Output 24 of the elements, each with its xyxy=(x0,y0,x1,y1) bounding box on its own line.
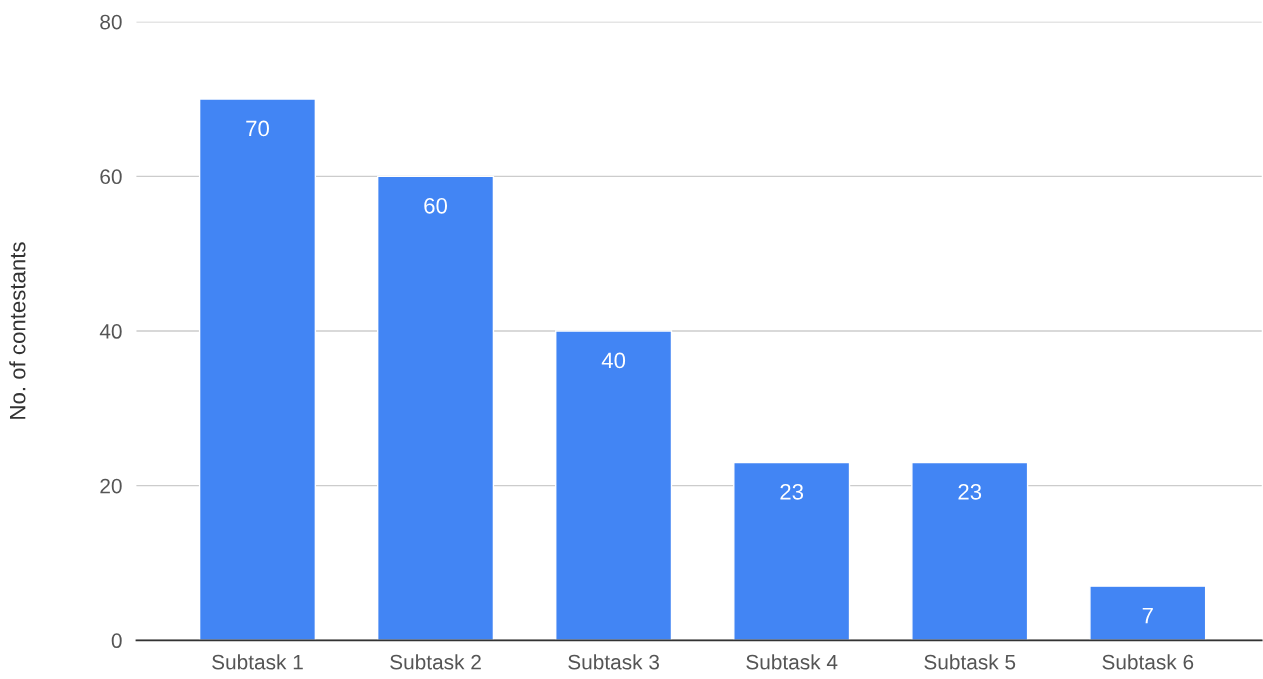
x-tick-label: Subtask 1 xyxy=(212,654,303,670)
y-tick-label: 0 xyxy=(111,633,122,649)
bar xyxy=(555,330,673,641)
y-axis-title: No. of contestants xyxy=(9,242,26,419)
bar xyxy=(1089,585,1207,641)
y-tick-label: 60 xyxy=(100,169,122,185)
x-tick-label: Subtask 2 xyxy=(390,654,481,670)
bar xyxy=(198,98,317,641)
y-tick-label: 40 xyxy=(99,324,122,339)
data-label: 23 xyxy=(780,484,804,500)
x-tick-label: Subtask 4 xyxy=(746,654,838,670)
data-label: 70 xyxy=(246,120,269,137)
data-label: 7 xyxy=(1142,607,1153,624)
bar xyxy=(733,461,851,641)
bar xyxy=(911,461,1029,641)
x-tick-label: Subtask 3 xyxy=(568,654,660,670)
data-label: 60 xyxy=(424,197,448,214)
data-label: 23 xyxy=(958,484,982,500)
x-tick-label: Subtask 6 xyxy=(1102,654,1194,670)
x-tick-label: Subtask 5 xyxy=(924,654,1016,670)
y-tick-label: 80 xyxy=(100,14,122,30)
data-label: 40 xyxy=(601,352,626,369)
y-tick-label: 20 xyxy=(100,478,122,494)
bar xyxy=(376,175,495,641)
